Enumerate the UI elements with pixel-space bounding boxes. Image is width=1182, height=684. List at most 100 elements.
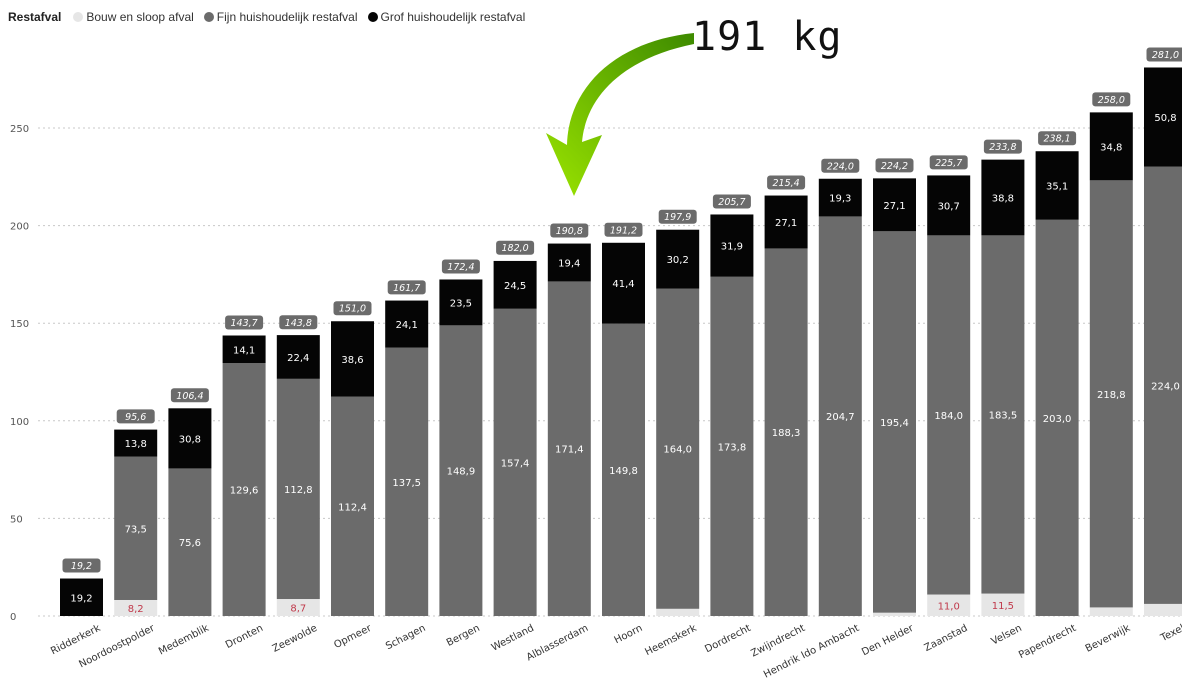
- bar-grof: [656, 229, 700, 289]
- fijn-value-label: 75,6: [179, 538, 201, 549]
- total-value-label: 19,2: [71, 561, 92, 572]
- fijn-value-label: 112,8: [284, 485, 313, 496]
- callout-label: 191 kg: [692, 14, 843, 60]
- bar-grof: [927, 175, 971, 236]
- bar-grof: [222, 335, 266, 364]
- bar-fijn: [818, 216, 862, 616]
- bar-group: 8,7 112,8 22,4 143,8: [276, 315, 320, 616]
- bar-grof: [602, 242, 645, 324]
- fijn-value-label: 148,9: [447, 467, 476, 478]
- bar-group: 195,4 27,1 224,2: [873, 158, 916, 616]
- fijn-value-label: 137,5: [392, 478, 421, 489]
- legend-item-fijn[interactable]: Fijn huishoudelijk restafval: [203, 10, 358, 24]
- bar-fijn: [439, 325, 483, 616]
- fijn-value-label: 164,0: [663, 445, 692, 456]
- bars: 19,2 19,2 8,2 73,5 13,8 95,6 75,6 30,8 106,4 129,…: [60, 47, 1182, 616]
- legend-dot-grof: [367, 12, 378, 22]
- bar-grof: [818, 178, 862, 217]
- grof-value-label: 27,1: [883, 201, 905, 212]
- total-badge: [1038, 131, 1077, 146]
- x-category-label: Heemskerk: [643, 623, 698, 658]
- total-badge: [929, 155, 968, 170]
- legend-item-grof[interactable]: Grof huishoudelijk restafval: [367, 10, 525, 24]
- total-value-label: 143,7: [230, 318, 257, 329]
- total-value-label: 151,0: [339, 304, 366, 315]
- bar-grof: [547, 243, 591, 282]
- total-value-label: 238,1: [1043, 134, 1070, 145]
- x-category-label: Dronten: [224, 623, 265, 651]
- bar-fijn: [114, 456, 158, 600]
- grof-value-label: 24,1: [396, 320, 418, 331]
- bar-grof: [1144, 67, 1182, 167]
- total-value-label: 106,4: [176, 391, 203, 402]
- bar-grof: [764, 195, 808, 249]
- bar-fijn: [873, 231, 916, 613]
- bar-group: 224,0 50,8 281,0: [1144, 47, 1182, 616]
- bar-fijn: [493, 308, 537, 616]
- bar-grof: [873, 178, 916, 232]
- grof-value-label: 38,6: [341, 355, 363, 366]
- total-badge: [170, 388, 209, 403]
- bar-group: 137,5 24,1 161,7: [385, 280, 429, 616]
- grof-value-label: 24,5: [504, 281, 526, 292]
- y-tick-label: 250: [10, 124, 29, 135]
- bar-bouw: [656, 608, 700, 616]
- legend-item-bouw[interactable]: Bouw en sloop afval: [73, 10, 194, 24]
- total-badge: [62, 558, 101, 573]
- x-category-label: Texel: [1158, 623, 1182, 645]
- total-value-label: 205,7: [718, 197, 745, 208]
- grof-value-label: 38,8: [992, 193, 1014, 204]
- bar-grof: [439, 279, 483, 326]
- y-axis: 0 50 100 150 200 250: [10, 124, 29, 623]
- bar-group: 75,6 30,8 106,4: [168, 388, 212, 616]
- fijn-value-label: 204,7: [826, 412, 855, 423]
- bar-bouw: [873, 612, 916, 616]
- bar-fijn: [385, 347, 429, 616]
- bar-group: 149,8 41,4 191,2: [602, 222, 645, 616]
- x-category-label: Zeewolde: [271, 623, 319, 655]
- grof-value-label: 27,1: [775, 218, 797, 229]
- grof-value-label: 35,1: [1046, 181, 1068, 192]
- total-value-label: 95,6: [125, 412, 146, 423]
- fijn-value-label: 218,8: [1097, 390, 1126, 401]
- bouw-value-label: 11,0: [938, 601, 960, 612]
- bar-fijn: [1144, 166, 1182, 604]
- total-value-label: 224,2: [881, 161, 908, 172]
- total-value-label: 143,8: [285, 318, 312, 329]
- legend-label-fijn: Fijn huishoudelijk restafval: [216, 10, 358, 24]
- total-badge: [658, 209, 697, 224]
- fijn-value-label: 129,6: [230, 486, 259, 497]
- fijn-value-label: 184,0: [934, 411, 963, 422]
- grof-value-label: 19,4: [558, 258, 580, 269]
- x-category-label: Zaanstad: [923, 623, 970, 654]
- x-category-label: Beverwijk: [1084, 623, 1133, 655]
- bouw-value-label: 8,7: [290, 604, 306, 615]
- x-category-label: Den Helder: [860, 622, 916, 658]
- callout-arrow-icon: [546, 33, 694, 196]
- bar-group: 11,0 184,0 30,7 225,7: [927, 155, 971, 616]
- x-category-label: Hoorn: [613, 623, 645, 646]
- x-category-label: Medemblik: [157, 623, 211, 658]
- grof-value-label: 19,2: [70, 593, 92, 604]
- x-category-label: Papendrecht: [1017, 623, 1078, 661]
- fijn-value-label: 112,4: [338, 502, 367, 513]
- total-badge: [116, 409, 155, 424]
- grof-value-label: 30,2: [667, 255, 689, 266]
- bar-bouw: [276, 599, 320, 616]
- total-value-label: 215,4: [772, 178, 799, 189]
- fijn-value-label: 183,5: [989, 410, 1018, 421]
- bar-bouw: [927, 594, 971, 616]
- total-value-label: 172,4: [447, 262, 474, 273]
- y-tick-label: 50: [10, 514, 23, 525]
- bar-fijn: [656, 288, 700, 609]
- grof-value-label: 23,5: [450, 298, 472, 309]
- total-value-label: 281,0: [1152, 50, 1179, 61]
- bar-group: 157,4 24,5 182,0: [493, 240, 537, 616]
- fijn-value-label: 224,0: [1151, 381, 1180, 392]
- bar-group: 19,2 19,2: [60, 558, 103, 616]
- total-badge: [225, 315, 264, 330]
- y-tick-label: 200: [10, 222, 29, 233]
- x-category-label: Westland: [490, 623, 536, 654]
